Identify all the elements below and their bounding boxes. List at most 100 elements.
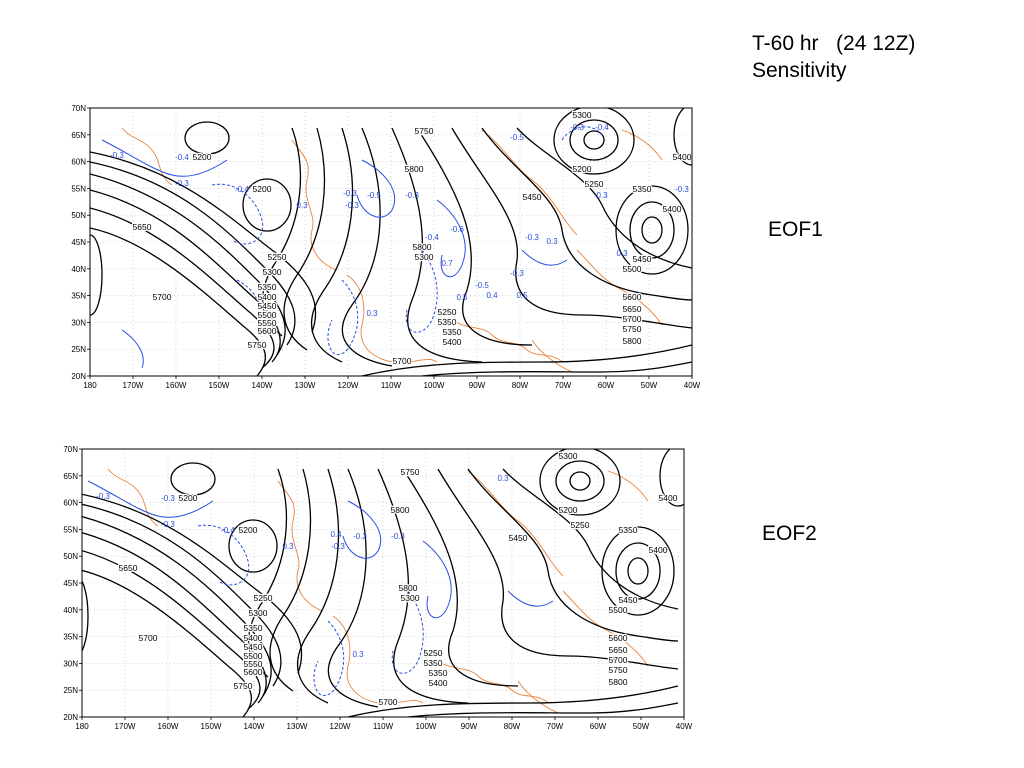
lat-tick-label: 45N <box>63 579 78 588</box>
lat-tick-label: 25N <box>71 345 86 354</box>
coastline <box>562 590 649 667</box>
sensitivity-contour-label: -0.3 <box>161 494 175 503</box>
closed-low-contour <box>553 108 635 175</box>
coastline <box>346 274 438 364</box>
closed-low-contour <box>184 121 230 155</box>
height-contour <box>361 344 692 376</box>
closed-low-contour <box>555 460 605 502</box>
sensitivity-contour <box>236 279 259 316</box>
map-plot-area: 5200520052505300535054005450550055505600… <box>90 108 692 376</box>
sensitivity-contour-label: -0.5 <box>510 133 524 142</box>
height-contour <box>90 189 281 363</box>
height-contour-label: 5450 <box>244 642 263 652</box>
height-contour-label: 5800 <box>609 677 628 687</box>
lon-tick-label: 110W <box>381 381 402 390</box>
eof2-map-canvas: 5200520052505300535054005450550055505600… <box>54 441 702 737</box>
lon-tick-label: 70W <box>547 722 564 731</box>
lat-tick-label: 65N <box>71 131 86 140</box>
lon-tick-label: 130W <box>295 381 316 390</box>
height-contour-label: 5350 <box>424 658 443 668</box>
height-contour-label: 5800 <box>405 164 424 174</box>
height-contour-label: 5350 <box>443 327 462 337</box>
lon-tick-label: 150W <box>201 722 222 731</box>
height-contour-label: 5300 <box>249 608 268 618</box>
sensitivity-contour-label: 0.3 <box>497 474 509 483</box>
lon-tick-label: 80W <box>512 381 529 390</box>
height-contour <box>437 468 679 670</box>
height-contour <box>467 468 679 642</box>
height-contour-label: 5300 <box>573 110 592 120</box>
coastline <box>607 470 649 502</box>
lon-tick-label: 120W <box>338 381 359 390</box>
sensitivity-contour <box>211 183 264 245</box>
lat-tick-label: 20N <box>63 713 78 722</box>
eof1-map-canvas: 5200520052505300535054005450550055505600… <box>62 100 710 396</box>
lon-tick-label: 160W <box>166 381 187 390</box>
sensitivity-contour-label: -0.4 <box>425 233 439 242</box>
height-contour-label: 5750 <box>234 681 253 691</box>
lon-tick-label: 80W <box>504 722 521 731</box>
lon-tick-label: 160W <box>158 722 179 731</box>
lon-tick-label: 40W <box>684 381 701 390</box>
lon-tick-label: 150W <box>209 381 230 390</box>
sensitivity-contour <box>507 590 554 607</box>
height-contour-label: 5350 <box>244 623 263 633</box>
height-contour-label: 5300 <box>263 267 282 277</box>
height-contour-label: 5200 <box>573 164 592 174</box>
lat-tick-label: 65N <box>63 472 78 481</box>
height-contour-label: 5800 <box>399 583 418 593</box>
height-contour-label: 5650 <box>609 645 628 655</box>
sensitivity-contour-label: -0.3 <box>391 532 405 541</box>
sensitivity-contour <box>405 249 438 333</box>
closed-low-contour <box>170 462 216 496</box>
lon-tick-label: 180 <box>75 722 89 731</box>
sensitivity-contour-label: -0.3 <box>96 492 110 501</box>
height-contour <box>296 468 340 704</box>
height-contour-label: 5700 <box>393 356 412 366</box>
height-contour-label: 5750 <box>609 665 628 675</box>
eof2-sensitivity-map: 5200 5200 5250 5300 5350 5400 5450 5500 5550 5600… <box>54 441 702 737</box>
closed-low-contour <box>629 201 675 259</box>
lon-tick-label: 130W <box>287 722 308 731</box>
height-contour-label: 5500 <box>623 264 642 274</box>
height-contour <box>82 503 282 687</box>
lon-tick-label: 50W <box>641 381 658 390</box>
height-contour-label: 5700 <box>153 292 172 302</box>
height-contour-label: 5750 <box>415 126 434 136</box>
sensitivity-contour-label: -0.3 <box>345 201 359 210</box>
coastline <box>467 470 564 577</box>
height-contour-label: 5250 <box>424 648 443 658</box>
height-contour-label: 5350 <box>258 282 277 292</box>
lat-tick-label: 50N <box>63 552 78 561</box>
height-contour <box>82 550 261 710</box>
lat-tick-label: 60N <box>71 158 86 167</box>
lat-tick-label: 20N <box>71 372 86 381</box>
sensitivity-contour-label: -0.3 <box>675 185 689 194</box>
height-contour-label: 5400 <box>244 633 263 643</box>
lat-tick-label: 35N <box>63 633 78 642</box>
lon-tick-label: 100W <box>416 722 437 731</box>
height-contour-label: 5300 <box>415 252 434 262</box>
closed-low-contour <box>615 185 689 275</box>
lon-tick-label: 90W <box>461 722 478 731</box>
height-contour <box>402 468 519 687</box>
height-contour-label: 5250 <box>438 307 457 317</box>
height-contour <box>391 127 483 363</box>
closed-low-contour <box>673 108 692 166</box>
sensitivity-contour-label: 0.4 <box>330 530 342 539</box>
sensitivity-contour-label: 0.3 <box>546 237 558 246</box>
height-contour <box>421 361 692 376</box>
height-contour-label: 5800 <box>413 242 432 252</box>
sensitivity-contour-label: -0.3 <box>110 151 124 160</box>
sensitivity-contour-label: -0.5 <box>475 281 489 290</box>
sensitivity-contour-label: -0.3 <box>161 520 175 529</box>
coastline <box>437 660 549 704</box>
sensitivity-contour-label: 0.3 <box>352 650 364 659</box>
sensitivity-contour-label: 0.3 <box>296 201 308 210</box>
height-contour-label: 5400 <box>659 493 678 503</box>
lat-tick-label: 45N <box>71 238 86 247</box>
lat-tick-label: 25N <box>63 686 78 695</box>
sensitivity-contour-label: -0.6 <box>450 225 464 234</box>
lat-tick-label: 30N <box>71 318 86 327</box>
height-contour-label: 5400 <box>443 337 462 347</box>
